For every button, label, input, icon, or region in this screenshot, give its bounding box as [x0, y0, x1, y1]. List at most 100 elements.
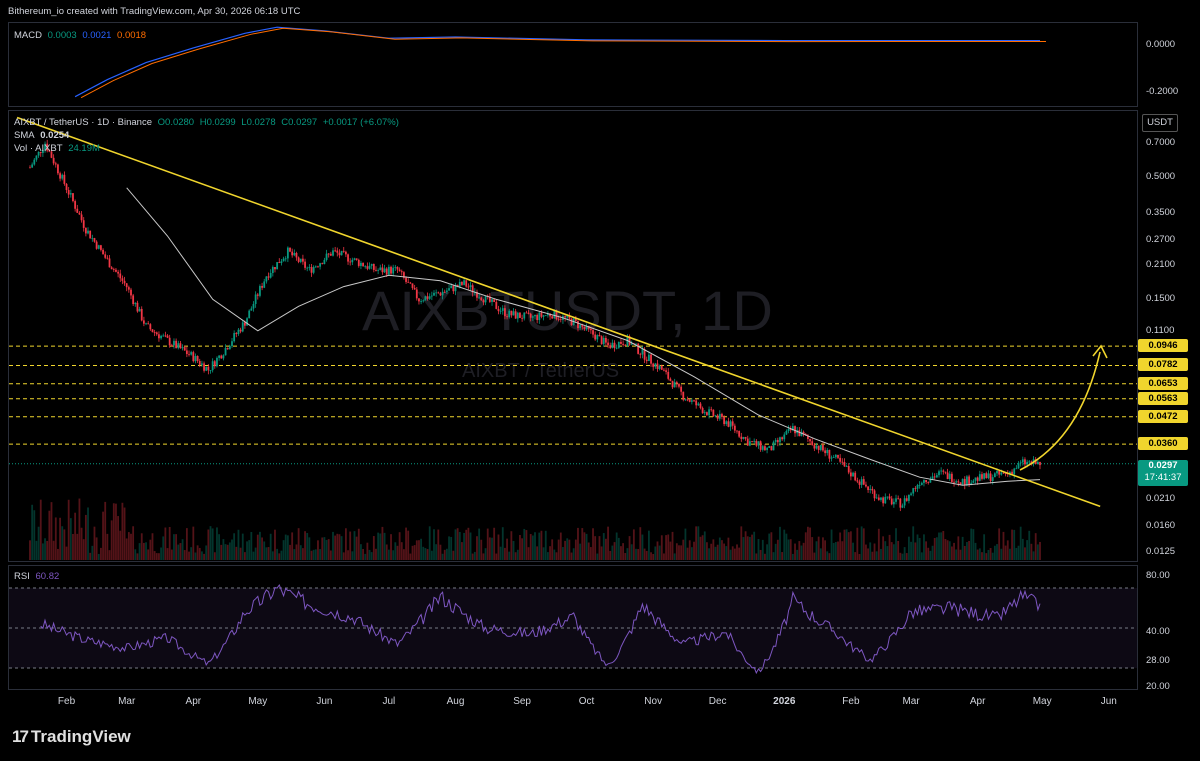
macd-legend: MACD 0.0003 0.0021 0.0018 [14, 30, 149, 41]
candle-body-77 [194, 355, 197, 362]
candle-body-99 [241, 322, 244, 332]
candle-body-245 [555, 310, 558, 320]
candle-body-49 [134, 302, 137, 305]
volume-bar-263 [594, 536, 597, 560]
volume-bar-410 [910, 541, 912, 560]
volume-bar-386 [858, 553, 861, 560]
price-tick-4: 0.2100 [1146, 259, 1176, 271]
volume-bar-317 [710, 543, 713, 560]
candle-body-205 [469, 285, 472, 288]
candle-body-69 [177, 343, 180, 349]
symbol-line[interactable]: AIXBT / TetherUS · 1D · Binance [14, 117, 152, 128]
volume-bar-217 [495, 553, 498, 560]
volume-bar-183 [422, 546, 425, 560]
volume-bar-441 [976, 549, 979, 560]
volume-bar-67 [173, 534, 175, 560]
volume-bar-125 [297, 528, 300, 560]
volume-bar-108 [261, 537, 263, 560]
time-tick-11: 2026 [773, 696, 796, 707]
candle-body-316 [708, 409, 710, 416]
volume-bar-425 [942, 530, 945, 560]
tradingview-logo[interactable]: 17 TradingView [12, 727, 131, 747]
candle-body-218 [497, 308, 500, 312]
macd-value-3: 0.0018 [117, 30, 147, 41]
volume-bar-215 [491, 537, 493, 560]
volume-value: 24.19M [68, 143, 100, 154]
candle-body-28 [89, 230, 92, 239]
candle-body-198 [454, 284, 457, 292]
volume-bar-408 [905, 553, 908, 560]
candle-body-135 [319, 263, 322, 267]
candle-body-131 [310, 267, 313, 273]
volume-bar-63 [164, 527, 167, 560]
volume-bar-376 [837, 541, 839, 560]
candle-body-274 [617, 341, 620, 348]
candle-body-197 [452, 285, 455, 292]
candle-body-212 [484, 295, 487, 303]
candle-body-440 [974, 477, 977, 481]
rsi-tick-80: 80.00 [1146, 570, 1170, 581]
candle-body-160 [372, 263, 375, 270]
rsi-value: 60.82 [35, 571, 60, 582]
volume-bar-141 [332, 531, 334, 560]
volume-bar-123 [293, 549, 296, 560]
candle-body-265 [598, 335, 601, 337]
candle-body-290 [652, 363, 655, 367]
volume-bar-283 [637, 549, 640, 560]
candle-body-411 [912, 488, 915, 494]
volume-bar-353 [787, 539, 790, 560]
volume-bar-444 [983, 534, 986, 560]
candle-body-306 [686, 399, 689, 401]
volume-bar-248 [562, 547, 564, 560]
candle-body-336 [751, 441, 753, 443]
candle-body-419 [929, 479, 932, 483]
candle-body-59 [155, 332, 158, 335]
candle-body-304 [682, 391, 685, 400]
volume-bar-304 [682, 539, 685, 560]
candle-body-349 [779, 437, 781, 443]
volume-bar-138 [325, 539, 328, 560]
candle-body-457 [1011, 471, 1013, 475]
candle-body-123 [293, 252, 296, 256]
volume-bar-193 [443, 549, 446, 560]
candle-body-334 [746, 438, 749, 446]
volume-bar-272 [613, 542, 616, 560]
volume-bar-129 [306, 532, 309, 560]
level-tag-3: 0.0563 [1138, 391, 1188, 405]
volume-bar-61 [160, 547, 162, 560]
candle-body-193 [443, 291, 446, 293]
candle-body-319 [714, 415, 717, 417]
candle-body-402 [892, 501, 895, 505]
candle-body-365 [813, 445, 816, 449]
candle-body-364 [811, 441, 814, 446]
candle-body-345 [770, 446, 773, 451]
candle-body-20 [72, 193, 74, 202]
volume-bar-469 [1036, 544, 1039, 560]
candle-body-325 [727, 421, 730, 427]
candle-body-139 [327, 253, 330, 255]
volume-bar-235 [534, 532, 536, 560]
candle-body-342 [764, 446, 766, 451]
volume-bar-10 [50, 502, 53, 560]
volume-bar-358 [798, 541, 801, 560]
candle-body-407 [903, 498, 906, 506]
volume-bar-424 [940, 532, 943, 560]
volume-bar-436 [966, 542, 968, 560]
volume-bar-149 [349, 531, 352, 560]
candle-body-255 [577, 320, 579, 329]
candle-body-312 [699, 403, 702, 408]
volume-bar-311 [697, 526, 700, 560]
candle-body-211 [482, 300, 485, 303]
currency-button[interactable]: USDT [1142, 114, 1178, 132]
volume-bar-246 [557, 539, 560, 560]
candle-body-323 [723, 416, 726, 425]
candle-body-297 [667, 371, 670, 379]
volume-bar-111 [267, 547, 270, 560]
time-tick-16: Jun [1100, 696, 1117, 707]
candle-body-333 [744, 437, 747, 439]
candle-body-294 [660, 365, 663, 370]
volume-bar-199 [456, 528, 459, 560]
level-tag-5: 0.0360 [1138, 437, 1188, 451]
candle-body-445 [985, 473, 988, 479]
